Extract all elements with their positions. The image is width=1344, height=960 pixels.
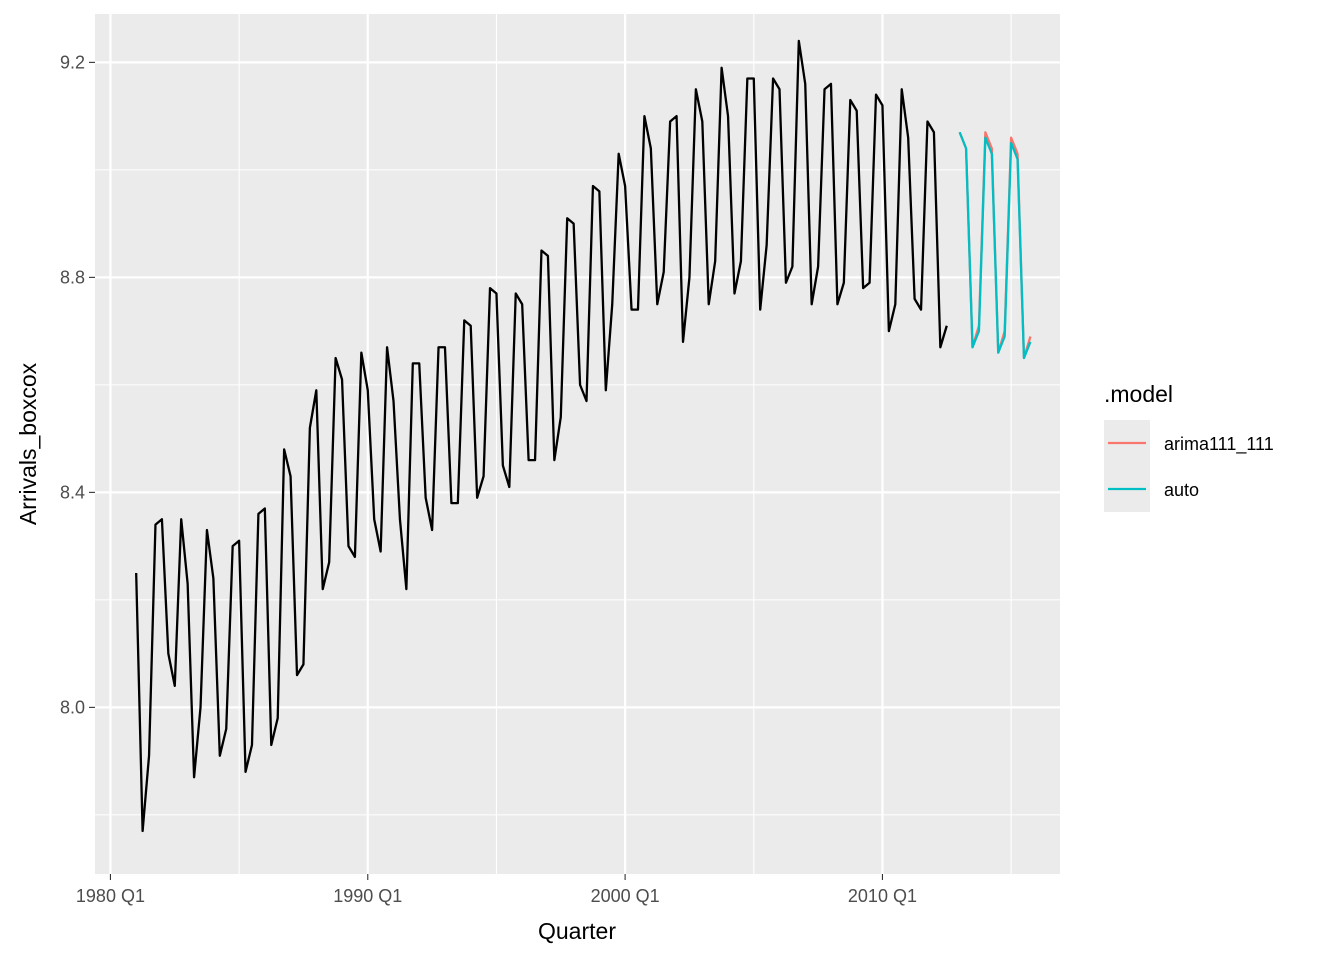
legend-label-arima111-111: arima111_111 [1164, 434, 1274, 455]
y-tick-label-3: 9.2 [60, 52, 85, 72]
y-tick-label-2: 8.8 [60, 267, 85, 287]
y-axis: 8.0 8.4 8.8 9.2 [60, 52, 95, 717]
x-tick-label-1: 1990 Q1 [333, 886, 402, 906]
x-tick-label-0: 1980 Q1 [76, 886, 145, 906]
y-tick-label-1: 8.4 [60, 482, 85, 502]
legend: .model arima111_111 auto [1104, 381, 1274, 512]
grid-major [95, 14, 1060, 874]
series-history-line [135, 39, 948, 833]
series-forecast-auto [958, 131, 1032, 360]
x-tick-label-3: 2010 Q1 [848, 886, 917, 906]
x-axis-title: Quarter [538, 918, 616, 944]
y-axis-title: Arrivals_boxcox [15, 362, 41, 525]
x-axis: 1980 Q1 1990 Q1 2000 Q1 2010 Q1 [76, 874, 917, 906]
legend-label-auto: auto [1164, 480, 1199, 500]
legend-title: .model [1104, 381, 1173, 407]
y-tick-label-0: 8.0 [60, 697, 85, 717]
series-layer [135, 39, 1032, 833]
x-tick-label-2: 2000 Q1 [591, 886, 660, 906]
plot-panel [95, 14, 1060, 874]
